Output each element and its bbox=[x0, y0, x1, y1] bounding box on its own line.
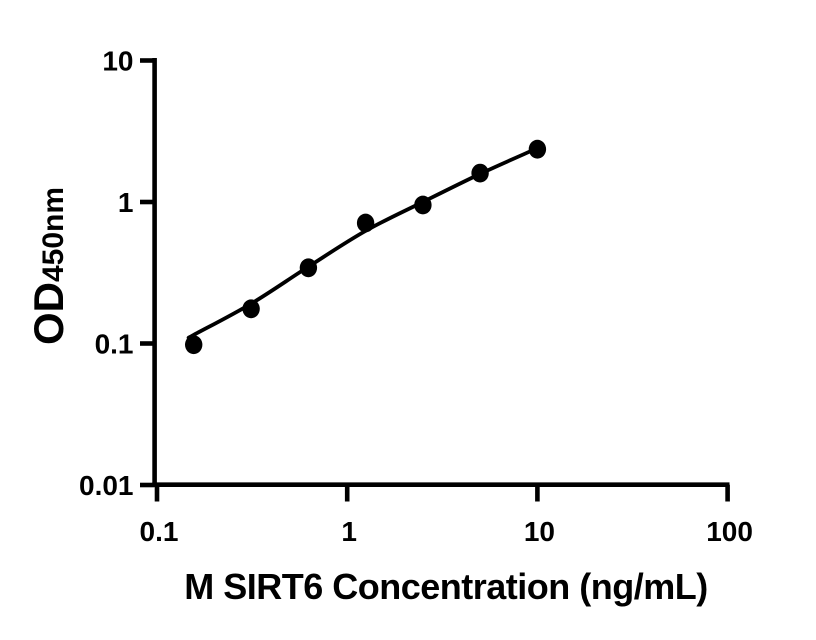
fit-curve bbox=[186, 146, 540, 340]
x-tick-label: 10 bbox=[524, 516, 555, 547]
data-point bbox=[471, 163, 489, 183]
data-point bbox=[185, 335, 203, 355]
x-axis-ticks: 0.1 1 10 100 bbox=[140, 484, 753, 547]
x-tick-label: 100 bbox=[706, 516, 753, 547]
y-axis-title-subscript: 450nm bbox=[37, 187, 70, 282]
y-axis-ticks: 0.01 0.1 1 10 bbox=[79, 46, 155, 501]
x-tick-label: 1 bbox=[341, 516, 357, 547]
data-point bbox=[299, 258, 318, 278]
y-tick-label: 0.01 bbox=[79, 470, 134, 501]
y-tick-label: 1 bbox=[118, 187, 134, 218]
y-axis-title: OD450nm bbox=[25, 187, 72, 345]
data-point bbox=[356, 213, 375, 233]
y-axis-title-main: OD bbox=[25, 282, 72, 345]
x-tick-label: 0.1 bbox=[140, 516, 179, 547]
data-points-layer bbox=[185, 139, 547, 355]
data-point bbox=[528, 139, 547, 159]
data-point bbox=[414, 195, 432, 215]
y-tick-label: 0.1 bbox=[95, 329, 134, 360]
x-axis-title: M SIRT6 Concentration (ng/mL) bbox=[184, 566, 707, 607]
axes bbox=[152, 58, 730, 488]
y-tick-label: 10 bbox=[102, 46, 133, 77]
data-point bbox=[242, 299, 260, 319]
fit-curve-layer bbox=[186, 146, 540, 340]
